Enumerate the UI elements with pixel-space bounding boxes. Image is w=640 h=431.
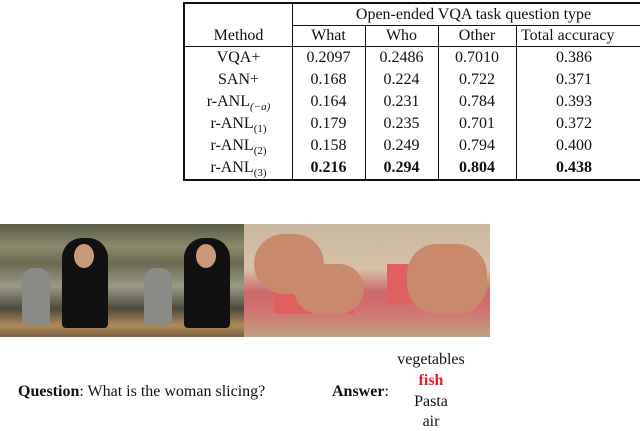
results-table: Open-ended VQA task question type Method… xyxy=(183,2,640,181)
value-cell: 0.158 xyxy=(310,137,347,154)
value-cell: 0.386 xyxy=(556,49,592,66)
video-frame-4 xyxy=(367,224,490,337)
value-cell: 0.2486 xyxy=(379,49,424,66)
value-cell: 0.224 xyxy=(383,71,420,88)
value-cell: 0.438 xyxy=(556,159,592,176)
answer-label: Answer: xyxy=(332,383,389,400)
answer-option: Pasta xyxy=(414,393,448,410)
video-frame-1 xyxy=(0,224,123,337)
value-cell: 0.794 xyxy=(459,137,495,154)
value-cell: 0.164 xyxy=(310,93,347,110)
value-cell: 0.371 xyxy=(556,71,592,88)
value-cell: 0.722 xyxy=(459,71,495,88)
value-cell: 0.784 xyxy=(459,93,495,110)
video-frame-2 xyxy=(122,224,245,337)
col-header-total: Total accuracy xyxy=(521,27,615,44)
value-cell: 0.179 xyxy=(310,115,347,132)
col-header-what: What xyxy=(311,27,346,44)
value-cell: 0.216 xyxy=(310,159,347,176)
col-header-method: Method xyxy=(213,27,264,44)
value-cell: 0.372 xyxy=(556,115,592,132)
value-cell: 0.168 xyxy=(310,71,347,88)
answer-option: air xyxy=(422,413,440,430)
method-cell: r-ANL(−a) xyxy=(206,93,271,113)
value-cell: 0.701 xyxy=(459,115,495,132)
answer-option-correct: fish xyxy=(418,372,444,389)
group-header: Open-ended VQA task question type xyxy=(355,6,592,23)
value-cell: 0.235 xyxy=(383,115,420,132)
value-cell: 0.400 xyxy=(556,137,592,154)
video-frame-3 xyxy=(244,224,367,337)
value-cell: 0.804 xyxy=(459,159,495,176)
col-header-who: Who xyxy=(385,27,418,44)
value-cell: 0.7010 xyxy=(455,49,499,66)
value-cell: 0.2097 xyxy=(306,49,351,66)
value-cell: 0.294 xyxy=(383,159,420,176)
col-header-other: Other xyxy=(458,27,496,44)
method-cell: SAN+ xyxy=(217,71,260,88)
question: Question: What is the woman slicing? xyxy=(18,383,266,400)
method-cell: r-ANL(2) xyxy=(210,137,267,157)
value-cell: 0.393 xyxy=(556,93,592,110)
method-cell: VQA+ xyxy=(216,49,261,66)
method-cell: r-ANL(3) xyxy=(210,159,267,179)
method-cell: r-ANL(1) xyxy=(210,115,267,135)
value-cell: 0.249 xyxy=(383,137,420,154)
answer-option: vegetables xyxy=(397,351,465,368)
value-cell: 0.231 xyxy=(383,93,420,110)
